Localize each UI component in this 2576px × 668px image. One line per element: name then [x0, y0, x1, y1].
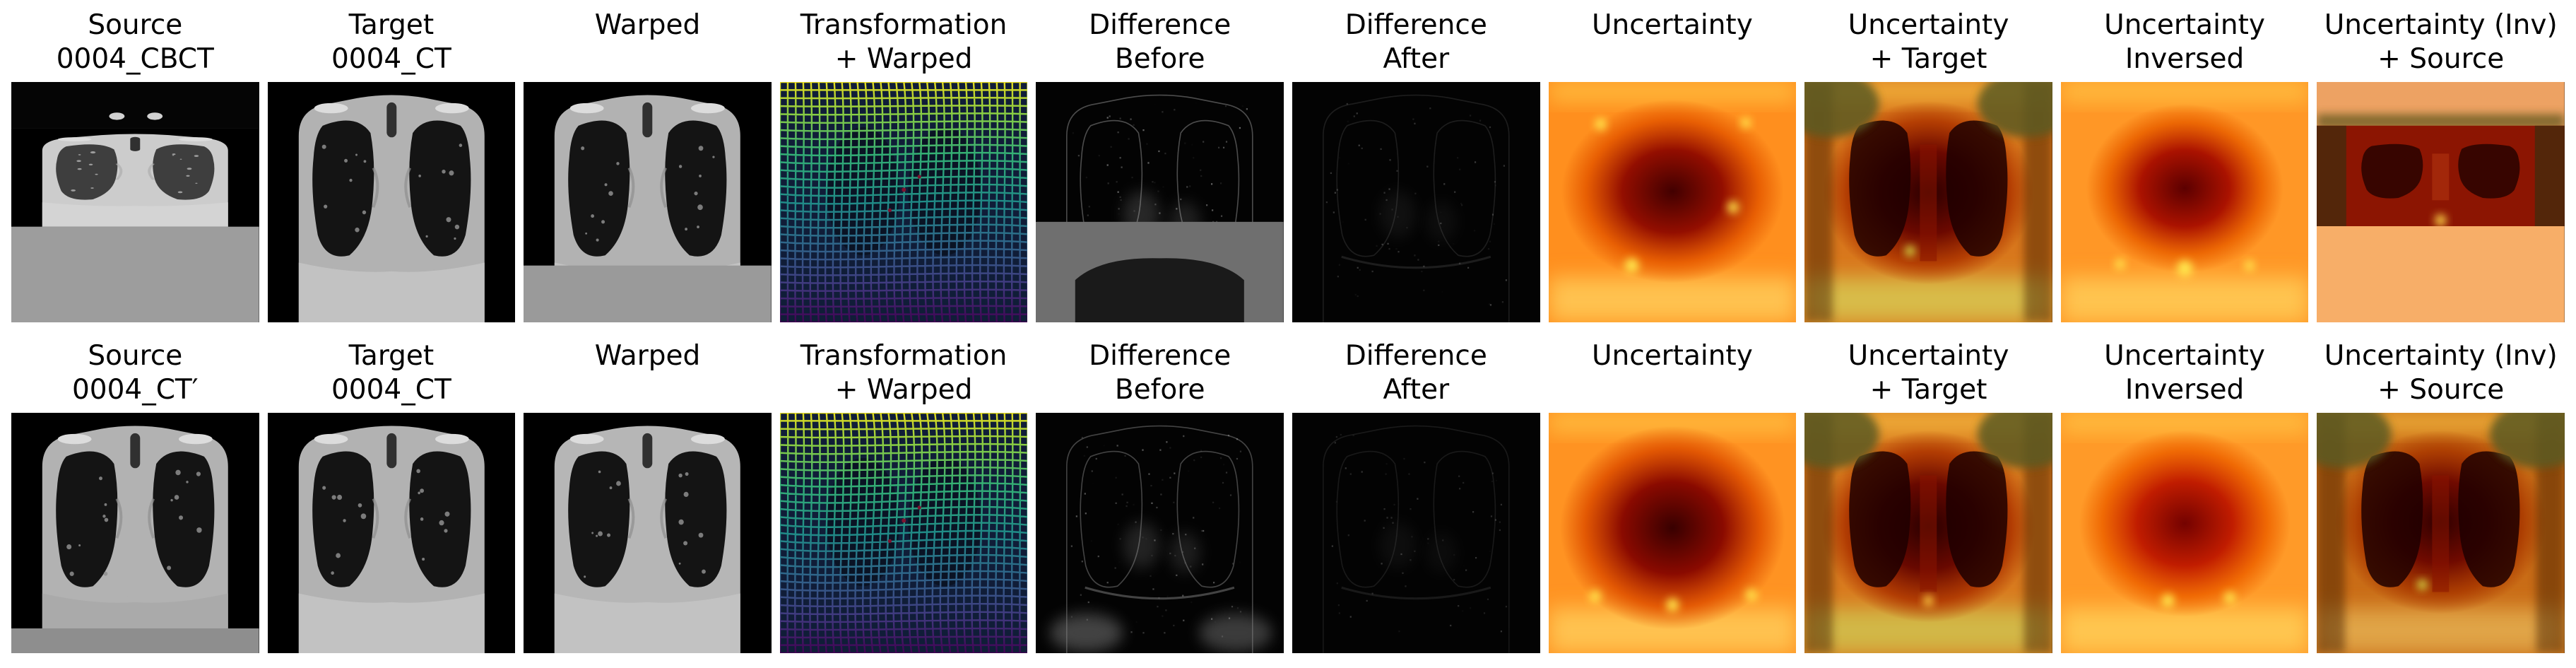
panel-diff-after-2: Difference After	[1292, 339, 1540, 653]
panel-diff-before-2: Difference Before	[1036, 339, 1284, 653]
panel-title: Transformation + Warped	[800, 340, 1008, 406]
panel-uncertainty-target-1: Uncertainty + Target	[1804, 8, 2052, 322]
warped-image	[524, 82, 772, 322]
panel-uncertainty-inversed-2: Uncertainty Inversed	[2060, 339, 2309, 653]
panel-title: Difference Before	[1089, 9, 1231, 75]
panel-title: Source 0004_CT′	[71, 340, 199, 406]
panel-title: Uncertainty Inversed	[2104, 340, 2266, 406]
panel-source-ct2: Source 0004_CT′	[11, 339, 259, 653]
panel-title: Uncertainty	[1591, 9, 1753, 41]
uncertainty-target-image	[1804, 413, 2052, 653]
panel-title: Source 0004_CBCT	[56, 9, 214, 75]
uncertainty-image	[1548, 413, 1797, 653]
panel-title: Target 0004_CT	[331, 9, 451, 75]
panel-transform-2: Transformation + Warped	[779, 339, 1028, 653]
panel-uncertainty-inversed-1: Uncertainty Inversed	[2060, 8, 2309, 322]
panel-title: Difference After	[1345, 340, 1487, 406]
panel-transform-1: Transformation + Warped	[779, 8, 1028, 322]
panel-title: Uncertainty + Target	[1848, 340, 2009, 406]
panel-title: Target 0004_CT	[331, 340, 451, 406]
panel-title: Transformation + Warped	[800, 9, 1008, 75]
panel-uncertainty-target-2: Uncertainty + Target	[1804, 339, 2052, 653]
panel-uncertainty-2: Uncertainty	[1548, 339, 1797, 653]
panel-diff-after-1: Difference After	[1292, 8, 1540, 322]
difference-after-image	[1292, 82, 1540, 322]
panel-title: Uncertainty (Inv) + Source	[2324, 9, 2558, 75]
panel-source-cbct: Source 0004_CBCT	[11, 8, 259, 322]
panel-grid: Source 0004_CBCT Target 0004_CT Warped Tran…	[11, 8, 2565, 653]
panel-title: Warped	[594, 340, 701, 372]
panel-title: Uncertainty Inversed	[2104, 9, 2266, 75]
transformation-warped-image	[779, 82, 1028, 322]
panel-uncertainty-1: Uncertainty	[1548, 8, 1797, 322]
panel-diff-before-1: Difference Before	[1036, 8, 1284, 322]
difference-before-image	[1036, 413, 1284, 653]
panel-title: Uncertainty (Inv) + Source	[2324, 340, 2558, 406]
panel-uncertainty-source-2: Uncertainty (Inv) + Source	[2317, 339, 2565, 653]
uncertainty-inv-source-image	[2317, 82, 2565, 322]
target-ct-image	[267, 413, 516, 653]
transformation-warped-image	[779, 413, 1028, 653]
uncertainty-image	[1548, 82, 1797, 322]
panel-title: Uncertainty + Target	[1848, 9, 2009, 75]
panel-target-ct-2: Target 0004_CT	[267, 339, 516, 653]
uncertainty-inversed-image	[2060, 82, 2309, 322]
source-cbct-image	[11, 82, 259, 322]
target-ct-image	[267, 82, 516, 322]
panel-title: Warped	[594, 9, 701, 41]
warped-image	[524, 413, 772, 653]
panel-title: Uncertainty	[1591, 340, 1753, 372]
uncertainty-inversed-image	[2060, 413, 2309, 653]
difference-after-image	[1292, 413, 1540, 653]
uncertainty-inv-source-image	[2317, 413, 2565, 653]
panel-target-ct-1: Target 0004_CT	[267, 8, 516, 322]
panel-warped-1: Warped	[524, 8, 772, 322]
panel-warped-2: Warped	[524, 339, 772, 653]
source-ct-image	[11, 413, 259, 653]
panel-title: Difference Before	[1089, 340, 1231, 406]
uncertainty-target-image	[1804, 82, 2052, 322]
difference-before-image	[1036, 82, 1284, 322]
panel-uncertainty-source-1: Uncertainty (Inv) + Source	[2317, 8, 2565, 322]
panel-title: Difference After	[1345, 9, 1487, 75]
